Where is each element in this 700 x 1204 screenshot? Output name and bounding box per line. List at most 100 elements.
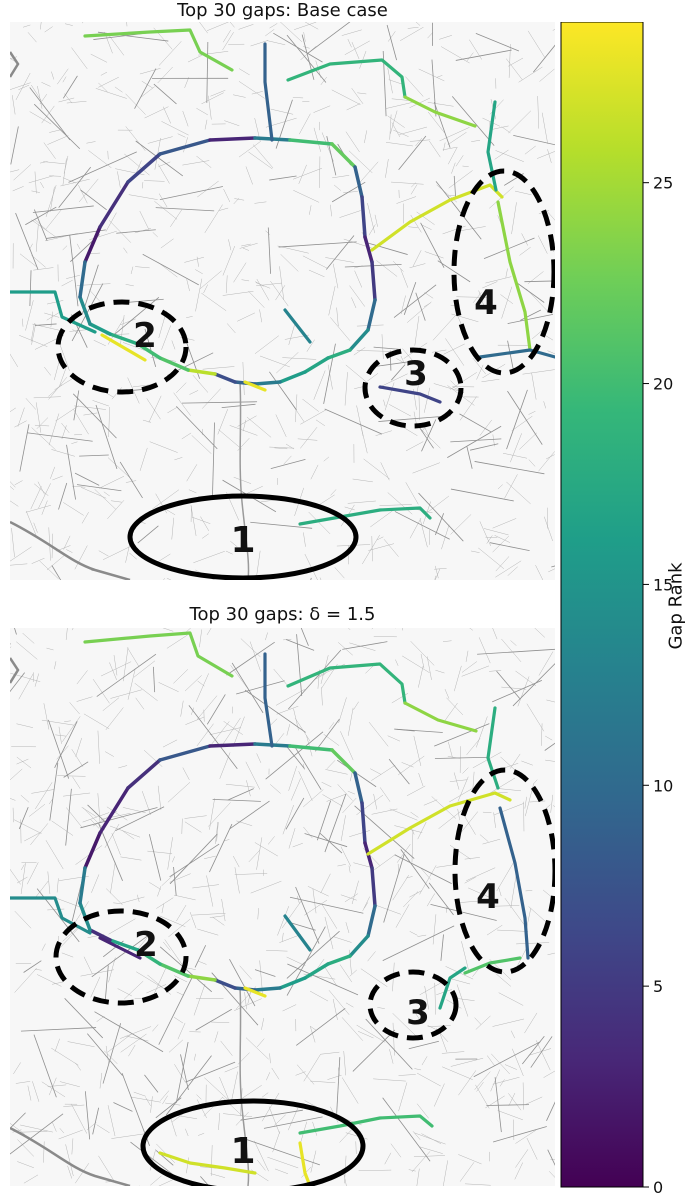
street-segment bbox=[270, 23, 278, 28]
street-segment bbox=[63, 77, 66, 83]
street-segment bbox=[503, 453, 527, 458]
street-segment bbox=[367, 373, 378, 381]
street-segment bbox=[136, 972, 164, 989]
street-segment bbox=[445, 703, 458, 720]
street-segment bbox=[433, 576, 436, 580]
street-segment bbox=[91, 874, 99, 892]
street-segment bbox=[140, 87, 155, 98]
street-segment bbox=[439, 35, 452, 39]
street-segment bbox=[136, 698, 144, 710]
street-segment bbox=[357, 1025, 386, 1042]
street-segment bbox=[10, 859, 21, 885]
street-segment bbox=[546, 1057, 555, 1121]
street-segment bbox=[545, 736, 552, 740]
street-segment bbox=[57, 878, 58, 892]
gap-segment bbox=[368, 906, 375, 936]
street-segment bbox=[308, 886, 329, 896]
street-segment bbox=[428, 102, 454, 106]
street-segment bbox=[192, 885, 219, 888]
street-segment bbox=[512, 1049, 523, 1076]
street-segment bbox=[195, 22, 207, 33]
street-segment bbox=[419, 773, 423, 786]
street-segment bbox=[182, 819, 183, 834]
street-segment bbox=[246, 166, 253, 184]
street-segment bbox=[495, 535, 510, 542]
street-segment bbox=[126, 284, 134, 286]
street-segment bbox=[183, 111, 188, 126]
street-segment bbox=[248, 291, 264, 308]
street-segment bbox=[191, 505, 196, 536]
street-segment bbox=[324, 734, 339, 745]
street-segment bbox=[190, 912, 196, 928]
zone-2-label: 2 bbox=[134, 925, 158, 965]
street-segment bbox=[63, 502, 83, 515]
street-segment bbox=[186, 1158, 188, 1174]
street-segment bbox=[47, 300, 63, 304]
street-segment bbox=[389, 1049, 393, 1064]
street-segment bbox=[138, 526, 159, 543]
street-segment bbox=[237, 313, 255, 321]
street-segment bbox=[31, 191, 39, 193]
street-segment bbox=[129, 553, 136, 559]
street-segment bbox=[456, 998, 475, 1000]
street-segment bbox=[527, 1138, 537, 1160]
street-segment bbox=[384, 854, 405, 922]
street-segment bbox=[511, 875, 516, 908]
map-panel-delta-1-5[interactable]: 1 2 3 4 bbox=[10, 628, 555, 1186]
street-segment bbox=[105, 752, 114, 757]
street-segment bbox=[349, 866, 350, 873]
street-segment bbox=[262, 1093, 279, 1121]
street-segment bbox=[303, 47, 309, 49]
street-segment bbox=[329, 990, 349, 1015]
street-segment bbox=[485, 1096, 504, 1108]
gap-segment bbox=[350, 936, 368, 956]
street-segment bbox=[93, 400, 109, 406]
street-segment bbox=[545, 705, 555, 750]
street-segment bbox=[353, 863, 370, 868]
street-segment bbox=[369, 224, 375, 235]
street-segment bbox=[238, 438, 250, 451]
street-segment bbox=[154, 84, 177, 104]
street-segment bbox=[265, 29, 274, 36]
street-segment bbox=[181, 701, 184, 717]
street-segment bbox=[60, 1082, 80, 1087]
street-segment bbox=[390, 809, 418, 820]
street-segment bbox=[262, 1093, 268, 1098]
street-segment bbox=[553, 806, 555, 812]
street-segment bbox=[361, 969, 387, 987]
street-segment bbox=[104, 492, 110, 496]
street-segment bbox=[246, 1038, 269, 1060]
street-segment bbox=[327, 760, 335, 768]
street-segment bbox=[66, 275, 80, 278]
street-segment bbox=[24, 1175, 38, 1183]
street-segment bbox=[296, 748, 322, 790]
street-segment bbox=[310, 991, 328, 1001]
street-segment bbox=[455, 628, 473, 630]
street-segment bbox=[46, 648, 53, 650]
street-segment bbox=[539, 451, 555, 471]
street-segment bbox=[499, 993, 524, 1006]
street-segment bbox=[222, 404, 256, 407]
map-panel-base-case[interactable]: 1 2 3 4 bbox=[10, 22, 555, 580]
street-segment bbox=[103, 698, 119, 711]
street-segment bbox=[10, 467, 14, 490]
street-segment bbox=[65, 998, 103, 1038]
street-segment bbox=[352, 42, 359, 59]
street-segment bbox=[126, 94, 146, 115]
street-segment bbox=[303, 532, 305, 546]
street-segment bbox=[145, 107, 169, 118]
street-segment bbox=[413, 250, 421, 266]
street-segment bbox=[183, 768, 190, 780]
street-segment bbox=[189, 390, 198, 394]
street-segment bbox=[234, 477, 251, 483]
street-segment bbox=[173, 669, 188, 683]
street-segment bbox=[369, 722, 388, 746]
street-segment bbox=[170, 1117, 176, 1136]
street-segment bbox=[205, 120, 207, 130]
street-segment bbox=[182, 402, 257, 403]
street-segment bbox=[288, 650, 341, 709]
street-segment bbox=[101, 662, 131, 676]
street-segment bbox=[462, 666, 489, 676]
street-segment bbox=[389, 759, 409, 784]
street-segment bbox=[202, 389, 220, 409]
